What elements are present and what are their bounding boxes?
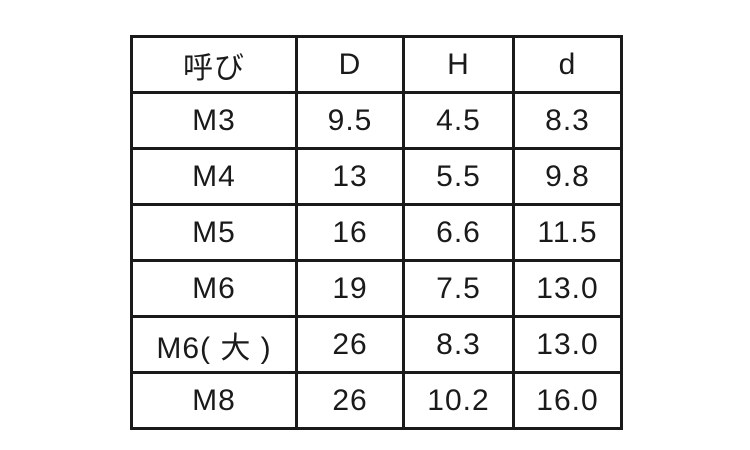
column-header-D: D [295,35,405,94]
table-row: M6( 大 ) 26 8.3 13.0 [130,315,623,374]
table-row: M6 19 7.5 13.0 [130,259,623,318]
cell-H: 8.3 [402,315,515,374]
header-row: 呼び D H d [130,35,623,94]
cell-d: 16.0 [512,371,623,430]
column-header-name: 呼び [130,35,298,94]
spec-table: 呼び D H d M3 9.5 4.5 8.3 M4 13 5.5 9.8 M5… [130,35,623,430]
column-header-d: d [512,35,623,94]
cell-D: 26 [295,315,405,374]
cell-H: 10.2 [402,371,515,430]
cell-D: 13 [295,147,405,206]
cell-d: 8.3 [512,91,623,150]
table-row: M5 16 6.6 11.5 [130,203,623,262]
cell-H: 6.6 [402,203,515,262]
cell-d: 13.0 [512,259,623,318]
table-row: M4 13 5.5 9.8 [130,147,623,206]
cell-D: 19 [295,259,405,318]
cell-size: M6 [130,259,298,318]
cell-D: 26 [295,371,405,430]
cell-d: 9.8 [512,147,623,206]
cell-size: M3 [130,91,298,150]
cell-d: 13.0 [512,315,623,374]
cell-size: M5 [130,203,298,262]
cell-H: 7.5 [402,259,515,318]
cell-H: 5.5 [402,147,515,206]
cell-H: 4.5 [402,91,515,150]
cell-D: 9.5 [295,91,405,150]
table-row: M8 26 10.2 16.0 [130,371,623,430]
table-row: M3 9.5 4.5 8.3 [130,91,623,150]
cell-size: M6( 大 ) [130,315,298,374]
cell-size: M4 [130,147,298,206]
cell-D: 16 [295,203,405,262]
cell-size: M8 [130,371,298,430]
column-header-H: H [402,35,515,94]
cell-d: 11.5 [512,203,623,262]
